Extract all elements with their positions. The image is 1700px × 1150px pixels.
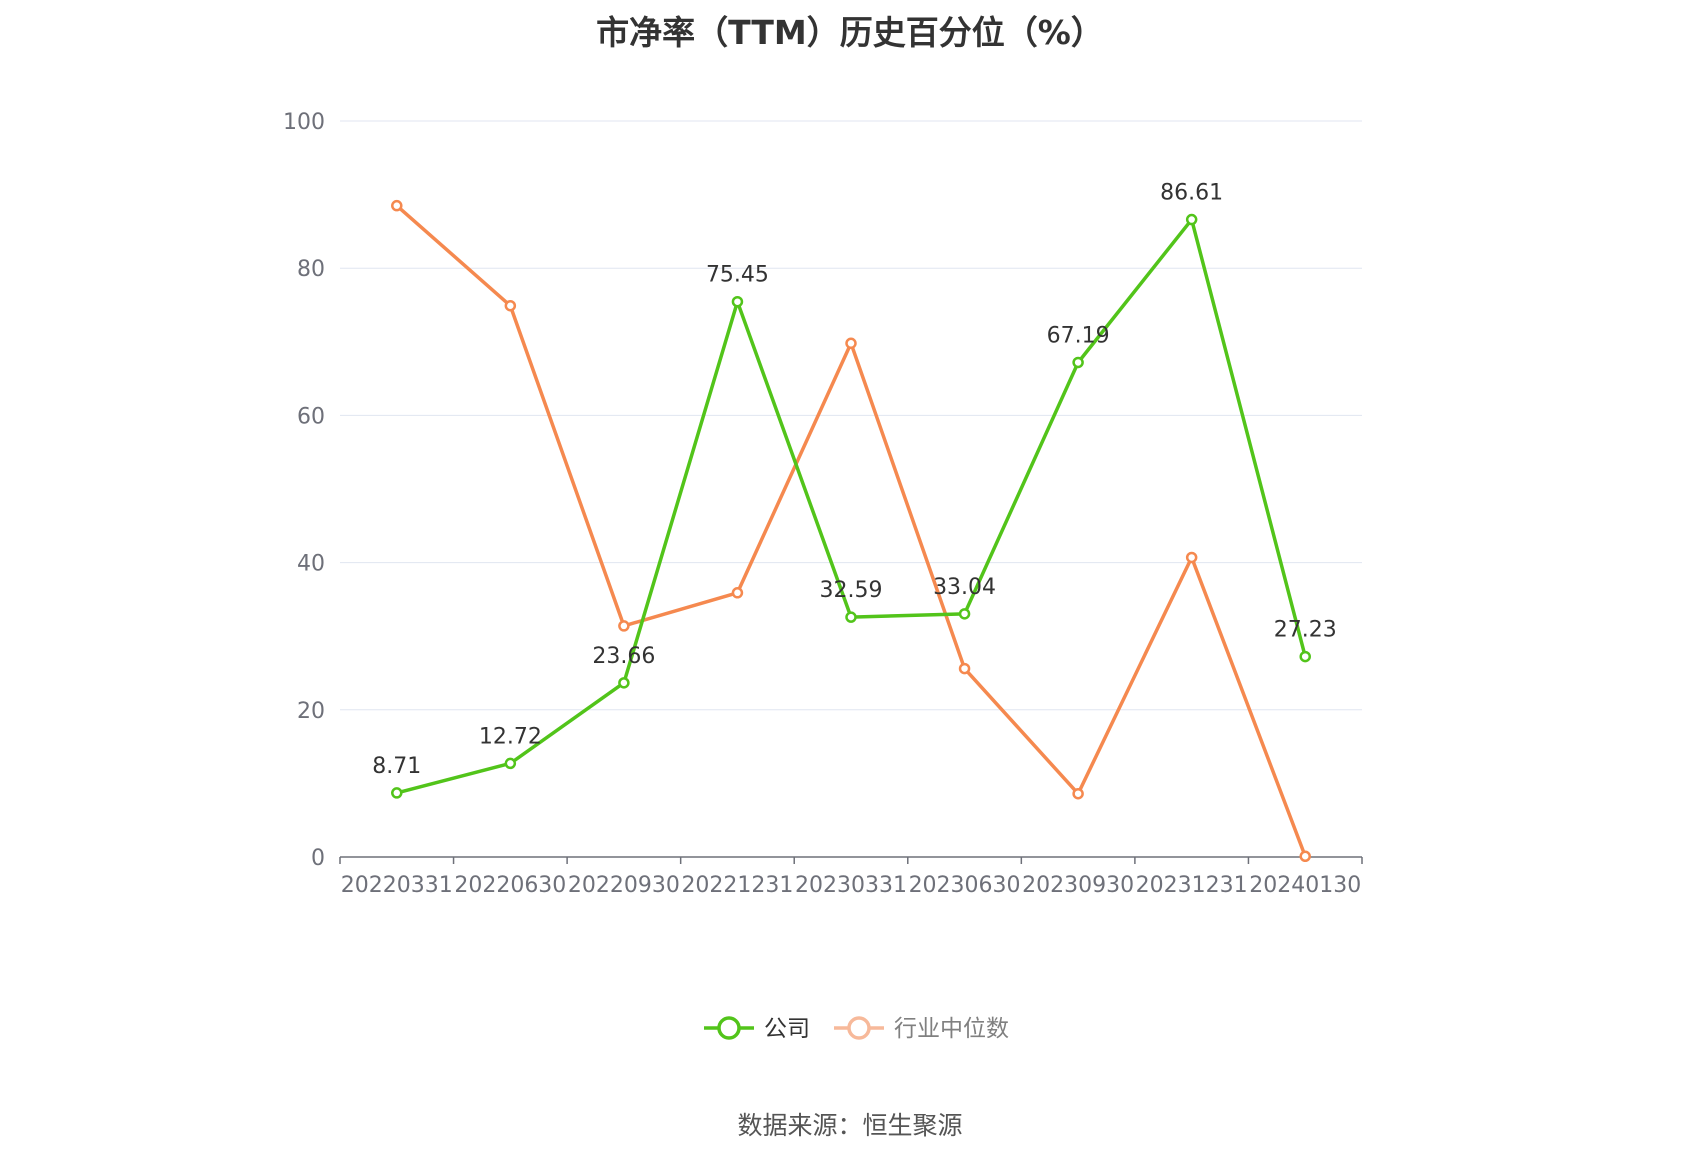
data-label: 33.04 bbox=[933, 575, 996, 600]
x-tick-label: 20220331 bbox=[341, 873, 453, 898]
legend[interactable]: 公司 行业中位数 bbox=[704, 1016, 1009, 1042]
data-point bbox=[1185, 551, 1198, 564]
data-label: 27.23 bbox=[1274, 618, 1337, 643]
x-tick-label: 20221231 bbox=[681, 873, 793, 898]
y-tick-label: 40 bbox=[297, 552, 325, 577]
data-point bbox=[731, 295, 744, 308]
x-tick-label: 20231231 bbox=[1136, 873, 1248, 898]
series-layer bbox=[391, 199, 1311, 863]
x-tick-label: 20240130 bbox=[1249, 873, 1361, 898]
x-tick-label: 20230331 bbox=[795, 873, 907, 898]
data-label: 23.66 bbox=[592, 644, 655, 669]
data-label: 86.61 bbox=[1160, 181, 1223, 206]
data-point bbox=[504, 757, 517, 770]
x-axis: 20220331 20220630 20220930 20221231 20230331… bbox=[339, 856, 1363, 898]
data-point bbox=[1299, 850, 1311, 863]
x-tick-label: 20220630 bbox=[454, 873, 566, 898]
data-label: 8.71 bbox=[372, 754, 421, 779]
data-point bbox=[618, 620, 630, 632]
grid-lines: 0 20 40 60 80 100 bbox=[283, 110, 1362, 871]
legend-label: 公司 bbox=[764, 1016, 810, 1042]
legend-swatch-marker bbox=[847, 1016, 871, 1040]
data-point bbox=[1185, 213, 1198, 226]
data-point bbox=[504, 299, 517, 312]
x-tick-label: 20230630 bbox=[909, 873, 1021, 898]
data-point bbox=[1299, 650, 1311, 663]
data-label: 75.45 bbox=[706, 263, 769, 288]
data-point bbox=[618, 677, 630, 689]
data-labels: 8.71 12.72 23.66 75.45 32.59 33.04 67.19 86.61 2… bbox=[372, 181, 1336, 779]
data-point bbox=[1072, 787, 1084, 800]
data-point bbox=[391, 199, 403, 212]
legend-label: 行业中位数 bbox=[894, 1016, 1009, 1042]
data-point bbox=[845, 337, 857, 350]
y-tick-label: 60 bbox=[297, 404, 325, 429]
legend-swatch-marker bbox=[717, 1016, 741, 1040]
y-tick-label: 80 bbox=[297, 257, 325, 282]
y-tick-label: 0 bbox=[311, 846, 325, 871]
data-point bbox=[731, 587, 744, 599]
data-label: 32.59 bbox=[820, 578, 883, 603]
y-tick-label: 100 bbox=[283, 110, 325, 135]
series-line-0 bbox=[396, 217, 1307, 795]
x-tick-label: 20230930 bbox=[1022, 873, 1134, 898]
data-label: 12.72 bbox=[479, 724, 542, 749]
data-point bbox=[958, 608, 971, 620]
series-line-1 bbox=[395, 204, 1307, 857]
data-point bbox=[845, 611, 857, 623]
x-tick-label: 20220930 bbox=[568, 873, 680, 898]
data-label: 67.19 bbox=[1047, 323, 1110, 348]
data-point bbox=[1072, 356, 1084, 369]
chart-title: 市净率（TTM）历史百分位（%） bbox=[596, 13, 1104, 52]
source-note: 数据来源：恒生聚源 bbox=[737, 1111, 963, 1140]
y-tick-label: 20 bbox=[297, 699, 325, 724]
data-point bbox=[391, 787, 403, 799]
data-point bbox=[958, 662, 971, 675]
